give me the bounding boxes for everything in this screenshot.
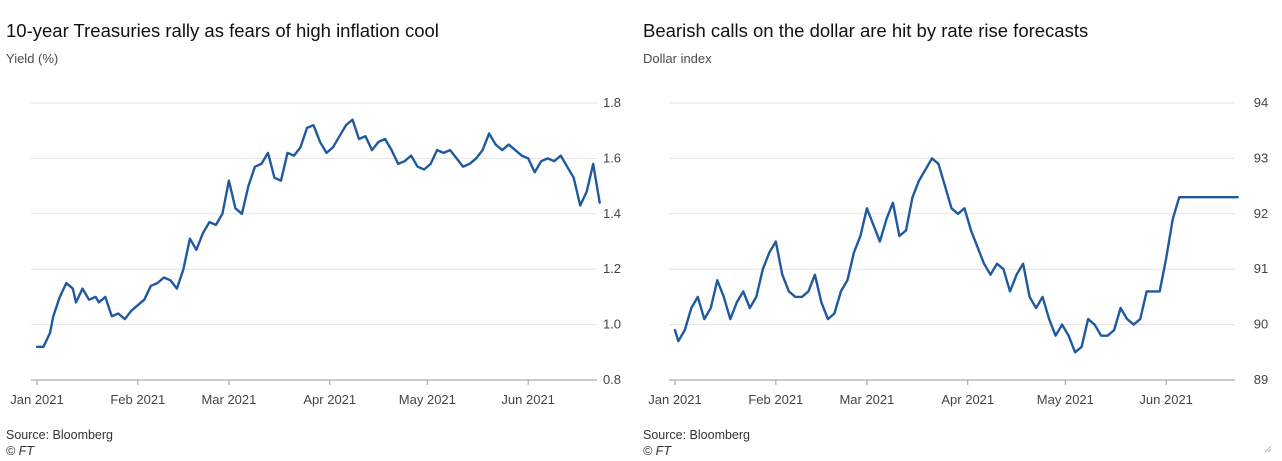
x-tick-label: May 2021 xyxy=(1037,392,1094,407)
chart-title: 10-year Treasuries rally as fears of hig… xyxy=(6,20,439,41)
x-tick-label: Jun 2021 xyxy=(1139,392,1193,407)
copyright-note: © FT xyxy=(643,444,671,458)
x-tick-label: Jan 2021 xyxy=(10,392,64,407)
x-tick-label: Apr 2021 xyxy=(941,392,994,407)
y-axis-label: Dollar index xyxy=(643,51,712,66)
dollar-chart-panel: Bearish calls on the dollar are hit by r… xyxy=(641,0,1282,461)
resize-grip-icon[interactable] xyxy=(1264,445,1272,453)
y-axis-label: Yield (%) xyxy=(6,51,59,66)
series-line xyxy=(673,157,1239,354)
y-tick-label: 1.6 xyxy=(603,150,621,165)
treasuries-yield-chart: 1.8 1.6 1.4 1.2 1.0 0.8 Jan 2021 Feb 2021 Mar 20… xyxy=(10,95,621,407)
y-tick-label: 1.2 xyxy=(603,261,621,276)
series-line xyxy=(35,118,601,348)
y-tick-label: 90 xyxy=(1254,317,1268,332)
x-tick-label: Jun 2021 xyxy=(501,392,555,407)
copyright-note: © FT xyxy=(6,444,34,458)
y-tick-label: 1.4 xyxy=(603,206,621,221)
treasuries-chart-panel: 10-year Treasuries rally as fears of hig… xyxy=(6,20,621,458)
y-tick-label: 92 xyxy=(1254,206,1268,221)
y-tick-label: 93 xyxy=(1254,150,1268,165)
source-note: Source: Bloomberg xyxy=(643,428,751,442)
y-tick-label: 1.8 xyxy=(603,95,621,110)
x-tick-label: Feb 2021 xyxy=(748,392,803,407)
x-tick-label: Jan 2021 xyxy=(648,392,702,407)
y-tick-label: 1.0 xyxy=(603,317,621,332)
y-tick-label: 91 xyxy=(1254,261,1268,276)
x-tick-label: May 2021 xyxy=(399,392,456,407)
x-tick-label: Mar 2021 xyxy=(201,392,256,407)
x-tick-label: Apr 2021 xyxy=(303,392,356,407)
x-tick-label: Feb 2021 xyxy=(110,392,165,407)
y-tick-label: 89 xyxy=(1254,372,1268,387)
y-tick-label: 94 xyxy=(1254,95,1268,110)
chart-title: Bearish calls on the dollar are hit by r… xyxy=(643,20,1089,41)
x-tick-label: Mar 2021 xyxy=(839,392,894,407)
dollar-index-chart: 94 93 92 91 90 89 Jan 2021 Feb 2021 Mar 2021 Apr … xyxy=(648,95,1268,407)
y-tick-label: 0.8 xyxy=(603,372,621,387)
source-note: Source: Bloomberg xyxy=(6,428,114,442)
